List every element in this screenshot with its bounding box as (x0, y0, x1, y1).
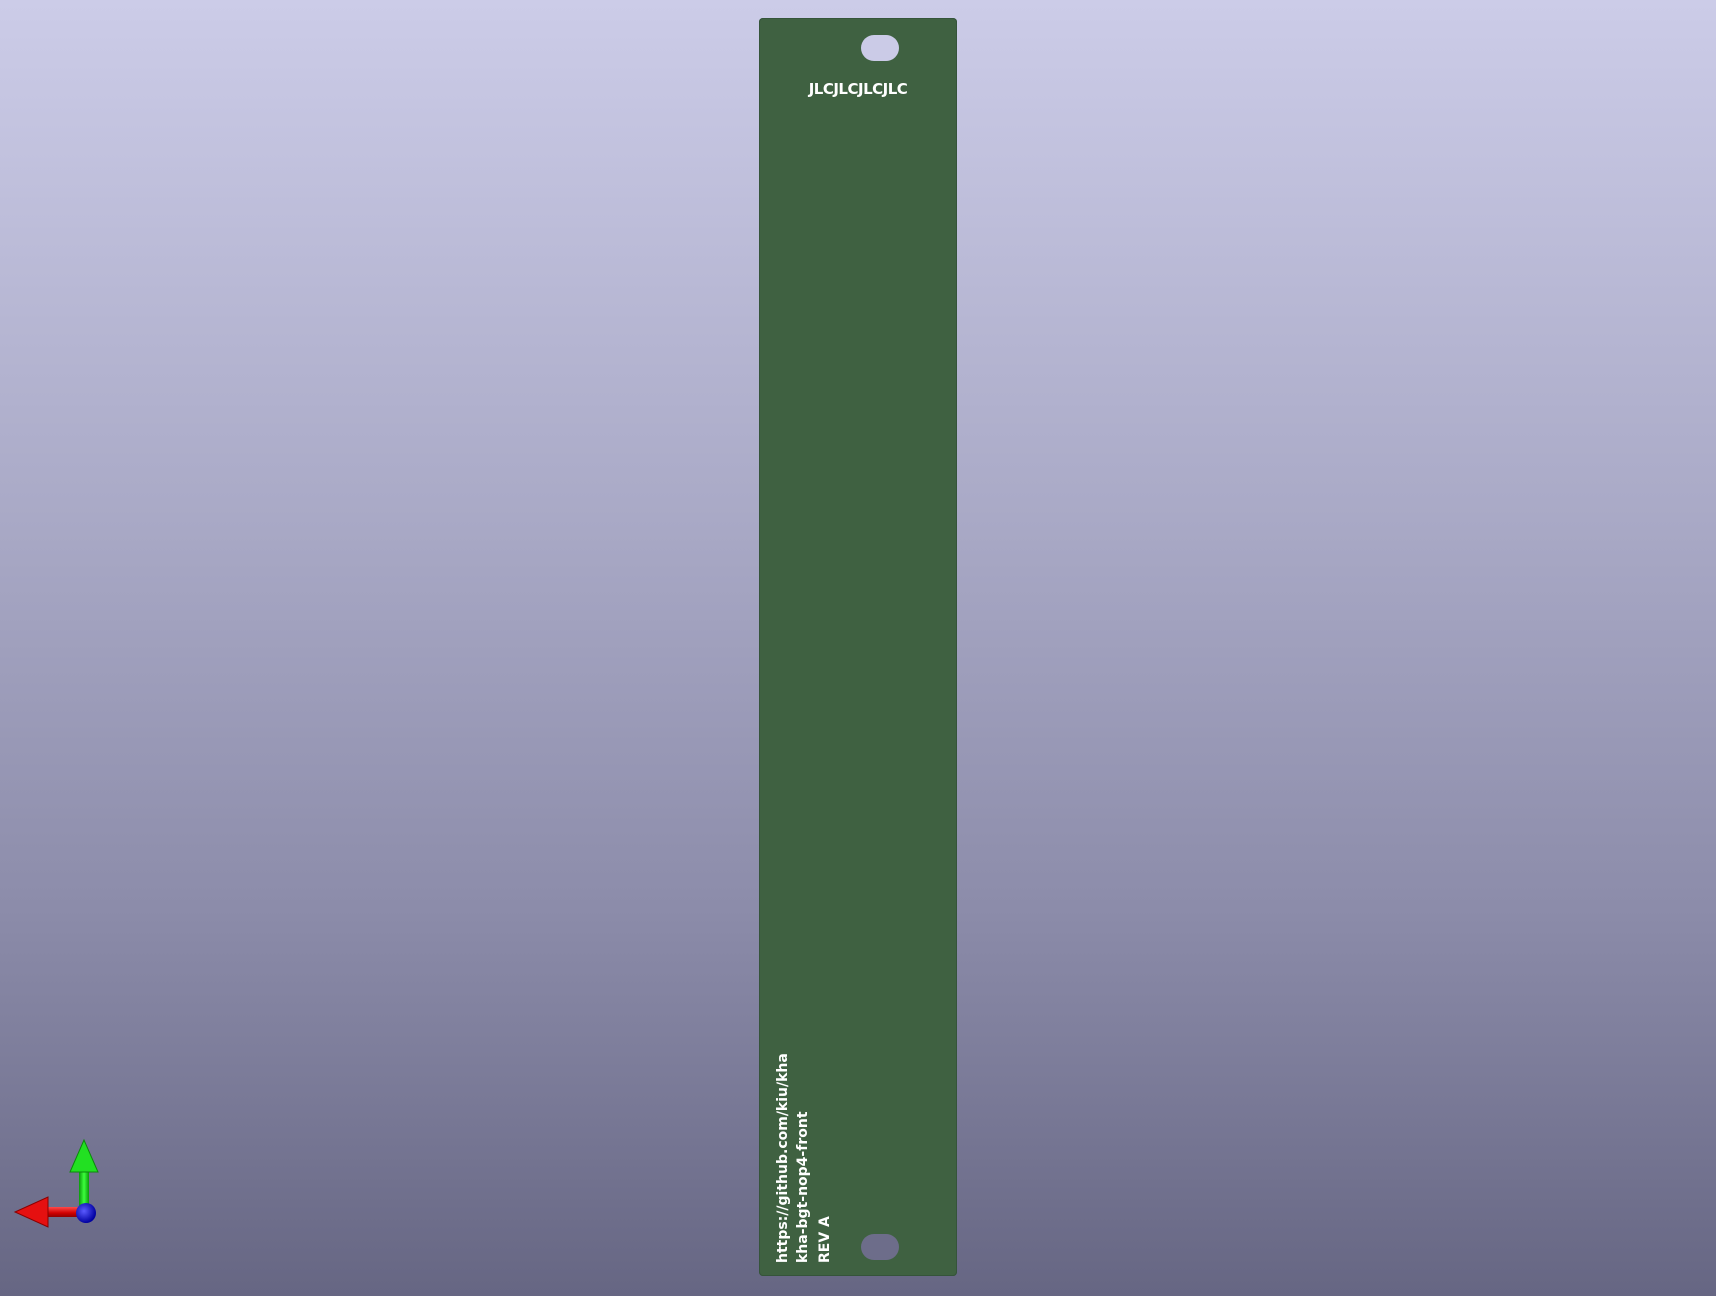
mounting-hole-bottom (861, 1234, 899, 1260)
silkscreen-revision: REV A (817, 1216, 833, 1263)
axes-orientation-gizmo (13, 1138, 99, 1228)
silkscreen-jlc-order-number: JLCJLCJLCJLC (808, 80, 908, 98)
silkscreen-url: https://github.com/kiu/kha (775, 1053, 791, 1263)
pcb-front-panel[interactable]: JLCJLCJLCJLC https://github.com/kiu/kha … (759, 18, 957, 1276)
x-axis-arrow-icon (13, 1196, 86, 1228)
silkscreen-project-name: kha-bgt-nop4-front (795, 1111, 811, 1263)
y-axis-arrow-icon (69, 1138, 99, 1210)
mounting-hole-top (861, 35, 899, 61)
z-axis-icon (76, 1203, 96, 1223)
